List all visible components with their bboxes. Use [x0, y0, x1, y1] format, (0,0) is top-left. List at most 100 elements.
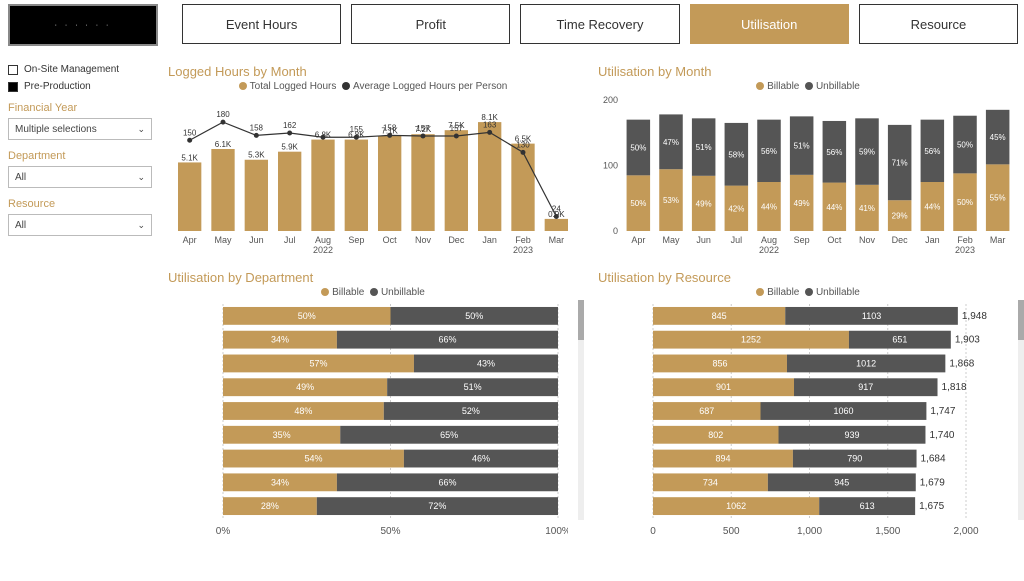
svg-text:66%: 66%	[438, 477, 456, 487]
svg-text:65%: 65%	[440, 430, 458, 440]
tab-utilisation[interactable]: Utilisation	[690, 4, 849, 44]
svg-text:500: 500	[723, 526, 740, 537]
svg-text:51%: 51%	[464, 382, 482, 392]
svg-text:29%: 29%	[892, 212, 908, 221]
svg-text:50%: 50%	[957, 141, 973, 150]
svg-text:Dec: Dec	[892, 235, 909, 245]
sidebar: On-Site Management Pre-Production Financi…	[8, 64, 158, 577]
svg-text:35%: 35%	[273, 430, 291, 440]
filter-label: Financial Year	[8, 102, 152, 114]
svg-text:48%: 48%	[294, 406, 312, 416]
svg-text:71%: 71%	[892, 159, 908, 168]
svg-text:2022: 2022	[313, 245, 333, 255]
svg-text:Nov: Nov	[859, 235, 876, 245]
scrollbar[interactable]	[578, 300, 584, 520]
svg-text:917: 917	[858, 382, 873, 392]
svg-text:56%: 56%	[924, 147, 940, 156]
svg-text:Oct: Oct	[383, 235, 398, 245]
svg-text:163: 163	[483, 120, 497, 129]
svg-text:894: 894	[715, 454, 730, 464]
scrollbar[interactable]	[1018, 300, 1024, 520]
svg-text:2023: 2023	[955, 245, 975, 255]
chart-legend: Billable Unbillable	[598, 81, 1018, 92]
svg-text:49%: 49%	[696, 199, 712, 208]
svg-text:0: 0	[613, 226, 618, 236]
chevron-down-icon: ⌄	[137, 124, 145, 135]
svg-text:34%: 34%	[271, 335, 289, 345]
checkbox-icon	[8, 65, 18, 75]
svg-text:1103: 1103	[862, 311, 881, 321]
svg-text:100: 100	[603, 161, 618, 171]
svg-text:901: 901	[716, 382, 731, 392]
svg-text:157: 157	[450, 124, 464, 133]
svg-text:1,868: 1,868	[949, 358, 974, 369]
svg-text:2,000: 2,000	[953, 526, 978, 537]
svg-text:158: 158	[383, 123, 397, 132]
svg-text:54%: 54%	[304, 454, 322, 464]
svg-text:162: 162	[283, 121, 297, 130]
svg-text:58%: 58%	[728, 150, 744, 159]
svg-text:Jan: Jan	[482, 235, 497, 245]
utilisation-department-chart: Utilisation by Department Billable Unbil…	[168, 270, 578, 577]
svg-text:56%: 56%	[761, 147, 777, 156]
svg-text:200: 200	[603, 95, 618, 105]
svg-text:Oct: Oct	[827, 235, 842, 245]
svg-text:2022: 2022	[759, 245, 779, 255]
svg-text:50%: 50%	[465, 311, 483, 321]
filter-label: Resource	[8, 198, 152, 210]
svg-text:44%: 44%	[826, 203, 842, 212]
svg-text:51%: 51%	[794, 142, 810, 151]
svg-text:Mar: Mar	[990, 235, 1006, 245]
chart-title: Logged Hours by Month	[168, 64, 578, 79]
svg-text:Feb: Feb	[515, 235, 531, 245]
svg-text:1,000: 1,000	[797, 526, 822, 537]
svg-text:687: 687	[699, 406, 714, 416]
svg-text:1060: 1060	[833, 406, 853, 416]
svg-text:Aug: Aug	[315, 235, 331, 245]
svg-text:59%: 59%	[859, 148, 875, 157]
svg-text:51%: 51%	[696, 143, 712, 152]
chart-legend: Billable Unbillable	[598, 287, 1018, 298]
tab-resource[interactable]: Resource	[859, 4, 1018, 44]
svg-text:42%: 42%	[728, 204, 744, 213]
svg-text:945: 945	[834, 477, 849, 487]
tab-event-hours[interactable]: Event Hours	[182, 4, 341, 44]
legend-pre-production[interactable]: Pre-Production	[8, 81, 152, 92]
chart-legend: Total Logged Hours Average Logged Hours …	[168, 81, 578, 92]
svg-text:Jul: Jul	[284, 235, 296, 245]
svg-text:47%: 47%	[663, 138, 679, 147]
svg-text:802: 802	[708, 430, 723, 440]
svg-text:1,675: 1,675	[919, 501, 944, 512]
svg-text:50%: 50%	[630, 199, 646, 208]
svg-text:158: 158	[250, 123, 264, 132]
utilisation-month-chart: Utilisation by Month Billable Unbillable…	[598, 64, 1018, 264]
svg-text:1252: 1252	[741, 335, 761, 345]
svg-text:Mar: Mar	[549, 235, 565, 245]
dropdown-resource[interactable]: All⌄	[8, 214, 152, 236]
tab-profit[interactable]: Profit	[351, 4, 510, 44]
svg-text:34%: 34%	[271, 477, 289, 487]
svg-text:66%: 66%	[438, 335, 456, 345]
svg-text:Apr: Apr	[183, 235, 197, 245]
svg-text:0%: 0%	[216, 526, 231, 537]
svg-text:45%: 45%	[990, 133, 1006, 142]
svg-text:0: 0	[650, 526, 656, 537]
svg-text:5.3K: 5.3K	[248, 151, 265, 160]
svg-text:Apr: Apr	[631, 235, 645, 245]
dropdown-department[interactable]: All⌄	[8, 166, 152, 188]
chart-title: Utilisation by Month	[598, 64, 1018, 79]
svg-text:6.1K: 6.1K	[215, 140, 232, 149]
svg-text:52%: 52%	[462, 406, 480, 416]
svg-text:44%: 44%	[761, 203, 777, 212]
svg-text:856: 856	[712, 358, 727, 368]
checkbox-icon	[8, 82, 18, 92]
svg-text:939: 939	[844, 430, 859, 440]
svg-text:1,684: 1,684	[921, 454, 946, 465]
chevron-down-icon: ⌄	[137, 172, 145, 183]
legend-on-site-management[interactable]: On-Site Management	[8, 64, 152, 75]
svg-text:Feb: Feb	[957, 235, 973, 245]
svg-text:50%: 50%	[298, 311, 316, 321]
tab-time-recovery[interactable]: Time Recovery	[520, 4, 679, 44]
dropdown-financial-year[interactable]: Multiple selections⌄	[8, 118, 152, 140]
svg-text:May: May	[214, 235, 232, 245]
